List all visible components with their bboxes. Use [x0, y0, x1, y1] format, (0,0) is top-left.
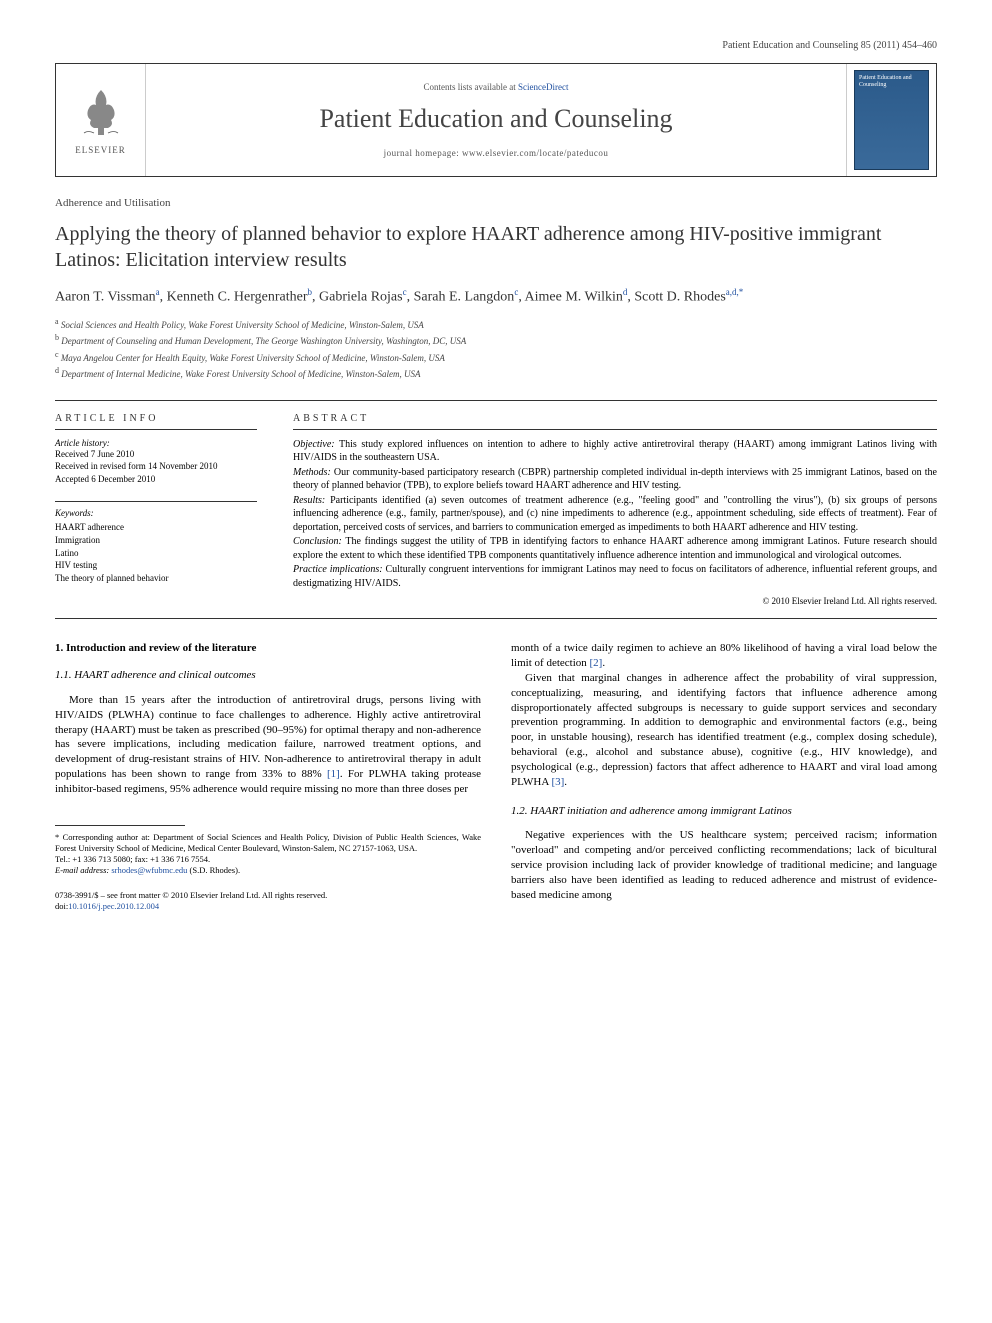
left-column: 1. Introduction and review of the litera…: [55, 641, 481, 912]
masthead: ELSEVIER Contents lists available at Sci…: [55, 63, 937, 177]
info-heading: ARTICLE INFO: [55, 413, 257, 430]
homepage-line: journal homepage: www.elsevier.com/locat…: [156, 148, 836, 158]
received-date: Received 7 June 2010: [55, 448, 257, 461]
abstract: ABSTRACT Objective: This study explored …: [275, 401, 937, 619]
body-paragraph: Negative experiences with the US healthc…: [511, 828, 937, 902]
section-1-2-heading: 1.2. HAART initiation and adherence amon…: [511, 804, 937, 819]
ref-link[interactable]: [1]: [327, 768, 340, 780]
keyword: Immigration: [55, 534, 257, 547]
elsevier-tree-icon: [76, 85, 126, 140]
sciencedirect-link[interactable]: ScienceDirect: [518, 82, 568, 92]
abstract-paragraph: Methods: Our community-based participato…: [293, 466, 937, 493]
article-info: ARTICLE INFO Article history: Received 7…: [55, 401, 275, 619]
contents-line: Contents lists available at ScienceDirec…: [156, 82, 836, 92]
affiliation: b Department of Counseling and Human Dev…: [55, 332, 937, 349]
abstract-paragraph: Conclusion: The findings suggest the uti…: [293, 535, 937, 562]
journal-title: Patient Education and Counseling: [156, 104, 836, 134]
abstract-heading: ABSTRACT: [293, 413, 937, 430]
footnote-rule: [55, 825, 185, 826]
corresponding-author-footnote: * Corresponding author at: Department of…: [55, 832, 481, 876]
section-1-1-heading: 1.1. HAART adherence and clinical outcom…: [55, 668, 481, 683]
right-column: month of a twice daily regimen to achiev…: [511, 641, 937, 912]
body-paragraph: Given that marginal changes in adherence…: [511, 671, 937, 790]
abstract-paragraph: Practice implications: Culturally congru…: [293, 563, 937, 590]
homepage-url[interactable]: www.elsevier.com/locate/pateducou: [462, 148, 608, 158]
keyword: HIV testing: [55, 559, 257, 572]
history-label: Article history:: [55, 438, 257, 448]
copyright-footer: 0738-3991/$ – see front matter © 2010 El…: [55, 890, 481, 912]
masthead-center: Contents lists available at ScienceDirec…: [146, 64, 846, 176]
accepted-date: Accepted 6 December 2010: [55, 473, 257, 486]
journal-cover-thumbnail: Patient Education and Counseling: [854, 70, 929, 170]
keyword: The theory of planned behavior: [55, 572, 257, 585]
ref-link[interactable]: [3]: [551, 776, 564, 788]
affiliation: a Social Sciences and Health Policy, Wak…: [55, 316, 937, 333]
citation: Patient Education and Counseling 85 (201…: [722, 40, 937, 51]
doi-link[interactable]: 10.1016/j.pec.2010.12.004: [68, 901, 159, 911]
article-section-label: Adherence and Utilisation: [55, 197, 937, 209]
info-abstract-row: ARTICLE INFO Article history: Received 7…: [55, 400, 937, 620]
body-columns: 1. Introduction and review of the litera…: [55, 641, 937, 912]
ref-link[interactable]: [2]: [590, 657, 603, 669]
authors-list: Aaron T. Vissmana, Kenneth C. Hergenrath…: [55, 287, 937, 306]
abstract-paragraph: Results: Participants identified (a) sev…: [293, 494, 937, 535]
keyword: HAART adherence: [55, 521, 257, 534]
keyword: Latino: [55, 547, 257, 560]
keywords-label: Keywords:: [55, 501, 257, 518]
affiliation: c Maya Angelou Center for Health Equity,…: [55, 349, 937, 366]
section-1-heading: 1. Introduction and review of the litera…: [55, 641, 481, 656]
abstract-copyright: © 2010 Elsevier Ireland Ltd. All rights …: [293, 596, 937, 606]
email-link[interactable]: srhodes@wfubmc.edu: [111, 865, 187, 875]
publisher-block: ELSEVIER: [56, 64, 146, 176]
affiliations: a Social Sciences and Health Policy, Wak…: [55, 316, 937, 382]
history-block: Article history: Received 7 June 2010 Re…: [55, 438, 257, 486]
body-paragraph: month of a twice daily regimen to achiev…: [511, 641, 937, 671]
abstract-paragraph: Objective: This study explored influence…: [293, 438, 937, 465]
running-header: Patient Education and Counseling 85 (201…: [55, 40, 937, 51]
body-paragraph: More than 15 years after the introductio…: [55, 693, 481, 797]
article-title: Applying the theory of planned behavior …: [55, 221, 937, 273]
cover-block: Patient Education and Counseling: [846, 64, 936, 176]
revised-date: Received in revised form 14 November 201…: [55, 460, 257, 473]
elsevier-label: ELSEVIER: [75, 145, 126, 155]
keywords-list: HAART adherenceImmigrationLatinoHIV test…: [55, 521, 257, 584]
affiliation: d Department of Internal Medicine, Wake …: [55, 365, 937, 382]
